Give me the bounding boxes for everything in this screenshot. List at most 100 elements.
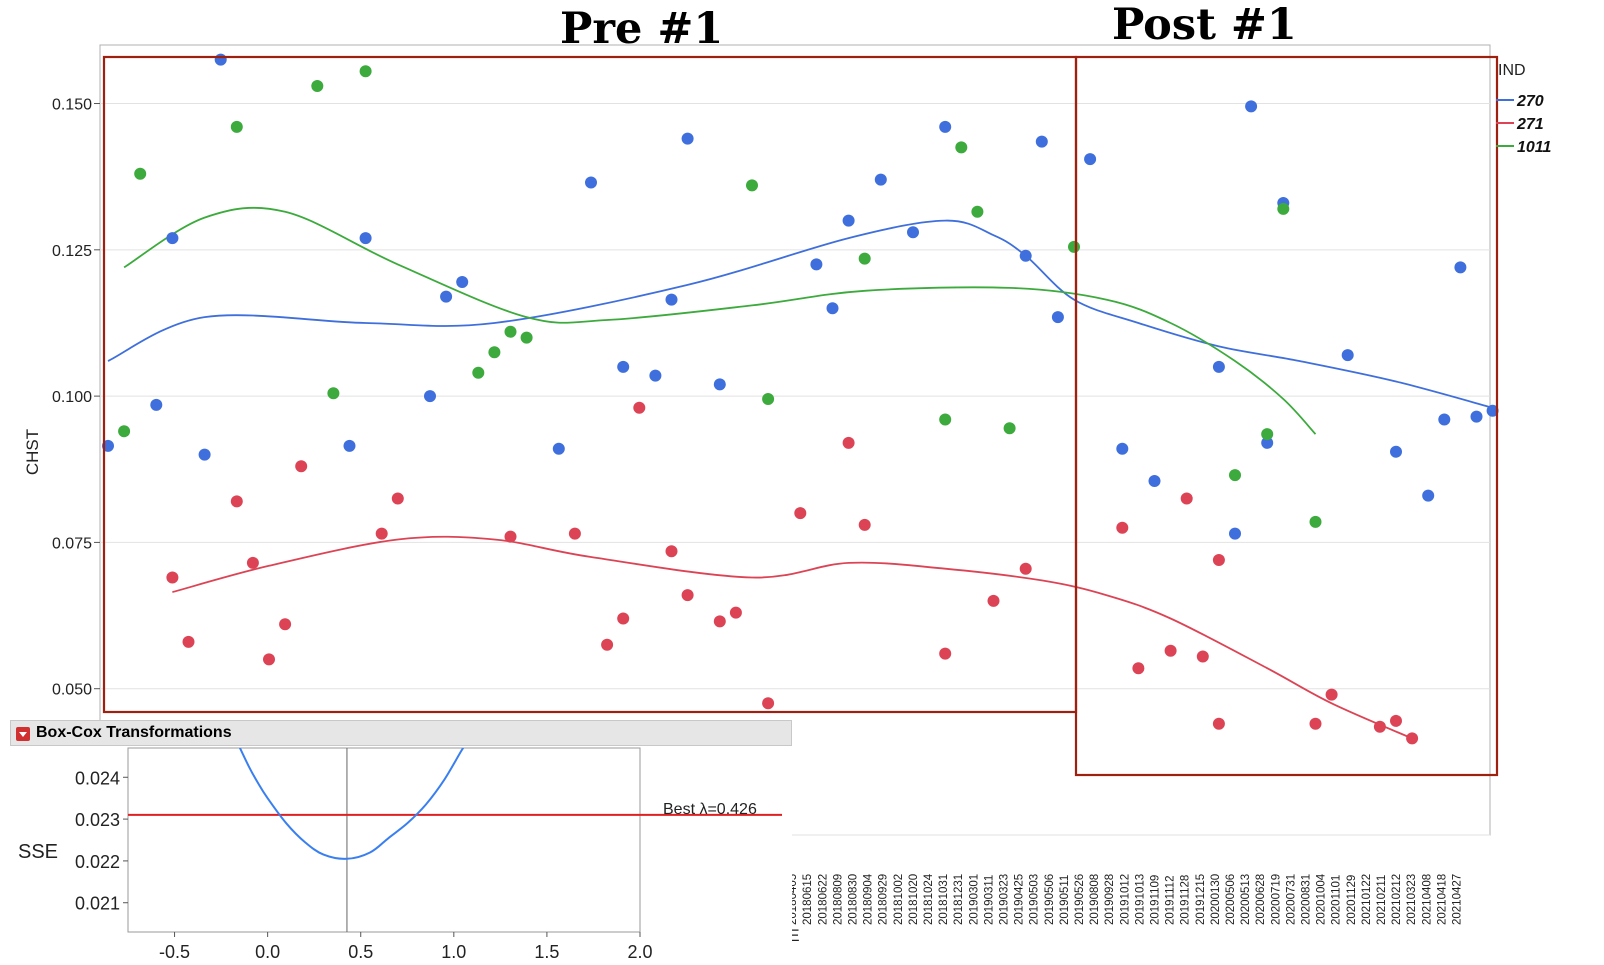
x-tick-label: 20190526 — [1074, 874, 1086, 925]
data-point-271 — [858, 518, 871, 531]
lambda-tick-label: 0.5 — [348, 942, 373, 962]
data-point-270 — [842, 214, 855, 227]
x-tick-label: 20200130 — [1210, 874, 1222, 925]
pre-annotation-label: Pre #1 — [560, 4, 724, 54]
x-tick-label: 20200719 — [1270, 874, 1282, 925]
data-point-271 — [1212, 554, 1225, 566]
data-point-271 — [1390, 714, 1402, 727]
data-point-270 — [1148, 475, 1161, 487]
x-tick-label: 20180830 — [848, 874, 860, 925]
data-point-1011 — [311, 80, 324, 92]
x-tick-label: 20190506 — [1044, 874, 1056, 925]
y-tick-label: 0.050 — [52, 682, 92, 699]
x-tick-label: 20210323 — [1406, 874, 1418, 925]
data-point-271 — [729, 606, 742, 619]
data-point-1011 — [520, 331, 533, 344]
data-point-271 — [182, 635, 195, 648]
data-point-271 — [1373, 720, 1386, 733]
data-point-270 — [1229, 527, 1241, 540]
data-point-270 — [1084, 153, 1097, 166]
data-point-1011 — [1068, 240, 1080, 253]
sse-axis-title: SSE — [18, 841, 58, 863]
legend-entry-271: 271 — [1516, 116, 1544, 133]
x-tick-label: 20200513 — [1240, 874, 1252, 925]
legend-entry-1011: 1011 — [1517, 139, 1552, 156]
data-point-270 — [810, 258, 823, 271]
data-point-271 — [1406, 732, 1419, 745]
x-tick-label: 20181024 — [923, 873, 935, 925]
box-cox-plot-frame — [127, 747, 641, 933]
x-tick-label: 20180929 — [878, 874, 890, 925]
data-point-271 — [166, 571, 179, 584]
data-point-271 — [842, 436, 855, 449]
data-point-1011 — [488, 346, 501, 359]
best-lambda-label: Best λ=0.426 — [663, 801, 757, 818]
y-tick-label: 0.150 — [52, 97, 92, 114]
data-point-270 — [649, 369, 662, 382]
data-point-270 — [198, 448, 211, 461]
data-point-270 — [150, 398, 163, 411]
data-point-270 — [1438, 413, 1451, 426]
x-tick-label: 20190503 — [1029, 874, 1041, 925]
data-point-271 — [939, 647, 952, 660]
data-point-1011 — [939, 413, 952, 426]
disclosure-triangle-icon[interactable] — [16, 727, 30, 741]
sse-tick-label: 0.024 — [75, 768, 120, 788]
x-tick-label: 20190808 — [1089, 874, 1101, 925]
x-tick-label: 20190323 — [999, 874, 1011, 925]
data-point-271 — [295, 460, 308, 473]
data-point-270 — [617, 360, 630, 373]
x-tick-label: 20190511 — [1059, 875, 1071, 925]
legend-title: IND — [1498, 62, 1526, 79]
lambda-tick-label: -0.5 — [159, 942, 190, 962]
main-plot-area: 0.0500.0750.1000.1250.150CHST20180322201… — [23, 44, 1552, 945]
data-point-270 — [1422, 489, 1435, 502]
lambda-tick-label: 1.0 — [441, 942, 466, 962]
data-point-270 — [552, 442, 565, 455]
box-cox-chart: 0.021 0.022 0.023 0.024 -0.5 0.0 0.5 1.0 1.5 2.0 S… — [18, 747, 782, 962]
data-point-270 — [907, 226, 919, 239]
data-point-1011 — [746, 179, 758, 192]
box-cox-panel-header[interactable]: Box-Cox Transformations — [10, 720, 792, 746]
data-point-271 — [1180, 492, 1193, 505]
data-point-270 — [424, 390, 436, 403]
x-tick-label: 20210418 — [1436, 874, 1448, 925]
lambda-tick-label: 1.5 — [534, 942, 559, 962]
data-point-271 — [1116, 521, 1129, 534]
x-tick-label: 20180615 — [802, 874, 814, 925]
data-point-1011 — [1309, 515, 1322, 528]
data-point-1011 — [118, 425, 131, 438]
data-point-271 — [1309, 717, 1322, 730]
data-point-270 — [343, 439, 356, 452]
data-point-1011 — [472, 366, 485, 379]
sse-tick-label: 0.022 — [75, 852, 120, 872]
box-cox-panel: Box-Cox Transformations 0.021 0.022 0.023 0… — [10, 720, 792, 965]
x-tick-label: 20190301 — [968, 874, 980, 925]
data-point-270 — [874, 173, 887, 186]
data-point-270 — [1051, 311, 1064, 324]
data-point-271 — [568, 527, 581, 540]
x-tick-label: 20181020 — [908, 874, 920, 925]
x-tick-label: 20180904 — [863, 873, 875, 925]
data-point-270 — [1470, 410, 1483, 423]
y-axis-title: CHST — [23, 429, 42, 475]
x-tick-label: 20190928 — [1104, 874, 1116, 925]
data-point-271 — [617, 612, 630, 625]
data-point-270 — [1486, 404, 1499, 417]
plot-frame — [99, 44, 1491, 836]
x-tick-label: 20181002 — [893, 874, 905, 925]
data-point-271 — [633, 401, 646, 414]
data-point-271 — [601, 638, 614, 651]
data-point-270 — [1019, 249, 1032, 262]
data-point-1011 — [1261, 428, 1274, 441]
data-point-1011 — [762, 393, 775, 405]
data-point-271 — [681, 589, 694, 602]
data-point-1011 — [971, 205, 984, 218]
data-point-271 — [246, 556, 259, 569]
post-annotation-label: Post #1 — [1112, 0, 1297, 50]
data-point-270 — [585, 176, 597, 189]
data-point-271 — [665, 545, 678, 558]
data-point-271 — [279, 618, 292, 631]
trend-line-1011 — [123, 206, 1317, 435]
data-point-271 — [713, 615, 726, 628]
